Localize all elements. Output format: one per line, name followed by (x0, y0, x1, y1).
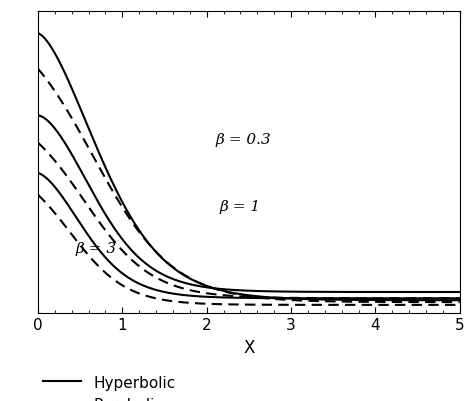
Legend: Hyperbolic, Parabolic: Hyperbolic, Parabolic (37, 369, 182, 401)
Text: β = 3: β = 3 (76, 242, 117, 255)
Text: β = 1: β = 1 (219, 199, 260, 213)
Text: β = 0.3: β = 0.3 (215, 132, 271, 146)
X-axis label: X: X (243, 338, 255, 356)
